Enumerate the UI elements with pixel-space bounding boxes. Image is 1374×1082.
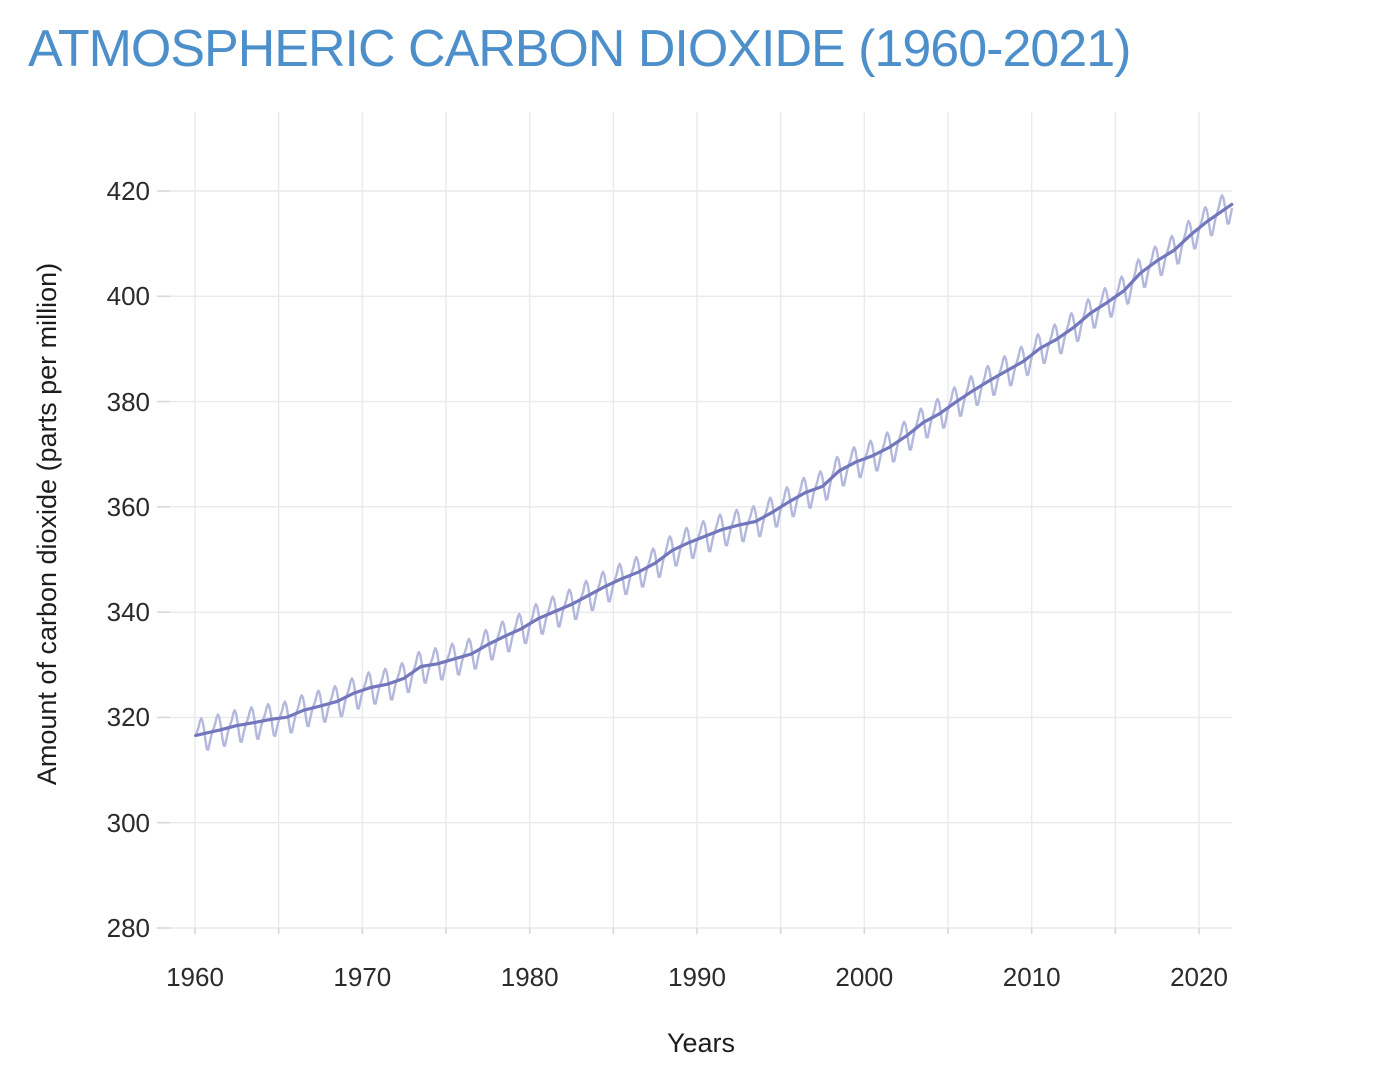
y-tick-label: 420 [106,176,150,206]
x-tick-label: 1980 [500,962,559,992]
grid-layer [170,112,1232,929]
trend-co2-line [194,202,1234,738]
y-tick-label: 360 [106,491,150,522]
x-tick-label: 2010 [1002,962,1061,992]
x-tick-label: 2020 [1170,962,1228,992]
x-axis-label: Years [666,1028,736,1058]
x-tick-label: 1970 [333,962,392,992]
y-tick-label: 320 [106,702,150,733]
page-title: ATMOSPHERIC CARBON DIOXIDE (1960-2021) [28,20,1131,78]
y-tick-label: 340 [106,597,150,628]
x-tick-label: 1960 [166,962,224,992]
monthly-co2-line [194,194,1234,751]
x-tick-label: 2000 [835,962,894,992]
y-tick-label: 300 [106,807,150,838]
y-tick-label: 400 [106,281,150,312]
tick-mark-layer [157,190,1200,934]
y-tick-label: 380 [106,386,150,417]
y-tick-label: 280 [106,913,150,943]
x-tick-label: 1990 [668,962,726,992]
series-layer [194,194,1234,751]
